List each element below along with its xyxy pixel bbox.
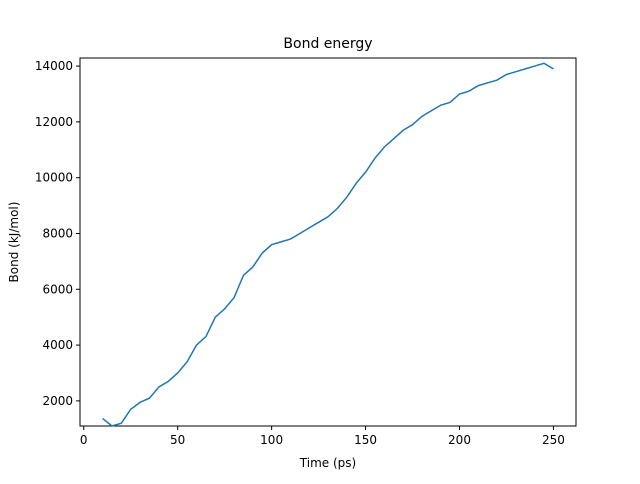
x-tick-label: 0 [80,433,88,447]
plot-frame [79,57,577,427]
x-tick-label: 50 [170,433,185,447]
y-tick-label: 4000 [42,338,73,352]
y-tick-label: 8000 [42,226,73,240]
x-tick-label: 150 [354,433,377,447]
x-tick-label: 100 [260,433,283,447]
chart-title: Bond energy [283,36,372,52]
y-tick-label: 14000 [35,59,73,73]
y-tick-label: 10000 [35,171,73,185]
y-axis-label: Bond (kJ/mol) [7,202,21,283]
x-tick-label: 250 [542,433,565,447]
y-tick-label: 2000 [42,394,73,408]
line [102,62,554,427]
x-tick-label: 200 [448,433,471,447]
y-tick-label: 6000 [42,282,73,296]
y-tick-label: 12000 [35,115,73,129]
x-axis-label: Time (ps) [299,456,356,470]
